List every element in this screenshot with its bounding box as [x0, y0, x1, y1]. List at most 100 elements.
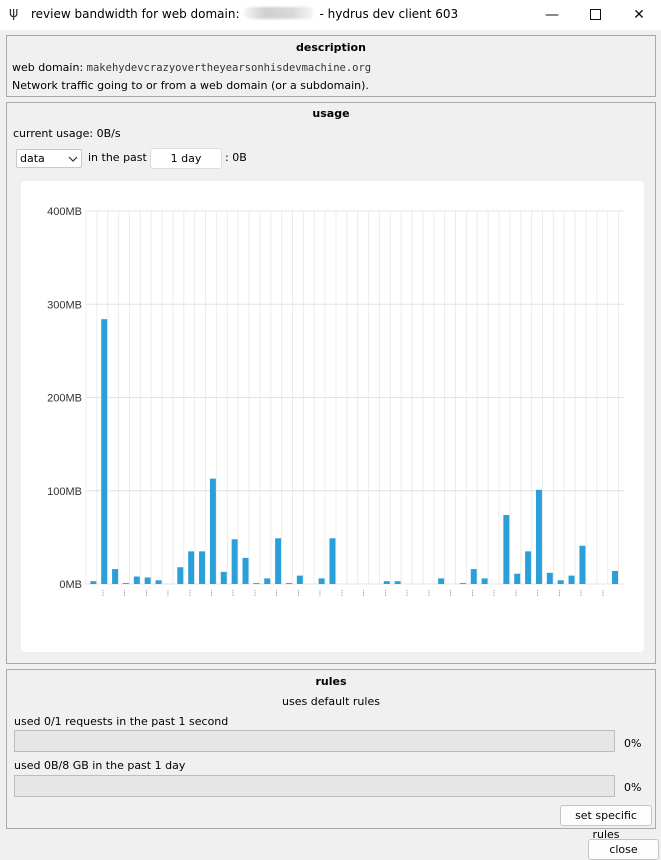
description-title: description: [296, 41, 366, 54]
window-title-prefix: review bandwidth for web domain:: [31, 7, 240, 21]
y-tick-label: 200MB: [47, 393, 82, 405]
usage-panel: usage current usage: 0B/s data in the pa…: [6, 102, 656, 664]
x-tick-label: ...: [100, 590, 109, 597]
app-icon: ψ: [9, 5, 19, 21]
bar: [459, 583, 466, 584]
y-tick-label: 100MB: [47, 486, 82, 498]
bar: [470, 569, 477, 584]
web-domain-label: web domain:: [12, 61, 84, 74]
bar: [394, 581, 401, 584]
bar: [242, 557, 249, 584]
y-tick-label: 400MB: [47, 206, 82, 218]
x-tick-label: ...: [318, 590, 327, 597]
x-tick-label: ...: [448, 590, 457, 597]
bar: [514, 573, 521, 584]
x-tick-label: ...: [557, 590, 566, 597]
x-tick-label: ...: [274, 590, 283, 597]
window-title: review bandwidth for web domain: - hydrus…: [31, 7, 458, 21]
minimize-button[interactable]: —: [545, 7, 559, 23]
usage-type-value: data: [20, 152, 45, 165]
bar: [177, 567, 184, 584]
x-tick-label: ...: [339, 590, 348, 597]
x-tick-label: ...: [600, 590, 609, 597]
x-tick-label: ...: [231, 590, 240, 597]
bar: [568, 575, 575, 584]
bar: [318, 578, 325, 584]
chevron-down-icon: [68, 150, 78, 170]
bar: [220, 571, 227, 584]
usage-title: usage: [312, 107, 350, 120]
set-specific-rules-button[interactable]: set specific rules: [560, 805, 652, 841]
rule-requests-percent: 0%: [624, 737, 642, 750]
x-tick-label: ...: [383, 590, 392, 597]
x-tick-label: ...: [579, 590, 588, 597]
bar: [199, 551, 206, 584]
web-domain-value: makehydevcrazyovertheyearsonhisdevmachin…: [86, 62, 372, 74]
web-domain-line: web domain: makehydevcrazyovertheyearson…: [12, 61, 371, 74]
window-title-suffix: - hydrus dev client 603: [319, 7, 459, 21]
bar: [557, 580, 564, 584]
x-tick-label: ...: [252, 590, 261, 597]
in-the-past-label: in the past: [88, 151, 147, 164]
bar: [144, 577, 151, 584]
y-tick-label: 0MB: [59, 579, 82, 591]
bar: [231, 539, 238, 584]
redacted-domain: [243, 7, 314, 19]
description-note: Network traffic going to or from a web d…: [12, 79, 369, 92]
bar: [101, 319, 108, 584]
usage-type-select[interactable]: data: [16, 149, 82, 168]
x-tick-label: ...: [144, 590, 153, 597]
bar: [503, 514, 510, 584]
x-tick-label: ...: [513, 590, 522, 597]
x-tick-label: ...: [122, 590, 131, 597]
bar: [188, 551, 195, 584]
title-bar: ψ review bandwidth for web domain: - hydr…: [0, 0, 661, 30]
x-tick-label: ...: [166, 590, 175, 597]
bar: [296, 575, 303, 584]
bar: [481, 578, 488, 584]
rule-data-progress: [14, 775, 615, 797]
x-tick-label: ...: [470, 590, 479, 597]
rules-title: rules: [315, 675, 347, 688]
usage-total: : 0B: [225, 151, 247, 164]
time-delta-button[interactable]: 1 day: [150, 148, 222, 169]
rule-requests-label: used 0/1 requests in the past 1 second: [14, 715, 229, 728]
close-button[interactable]: close: [588, 839, 659, 860]
bar: [155, 580, 162, 584]
bar: [133, 576, 140, 584]
maximize-button[interactable]: [572, 0, 618, 30]
bar: [122, 583, 129, 584]
bar: [383, 581, 390, 584]
bar: [275, 538, 282, 584]
bar: [525, 551, 532, 584]
bar: [546, 572, 553, 584]
rule-data-percent: 0%: [624, 781, 642, 794]
close-window-button[interactable]: ✕: [633, 7, 645, 23]
description-panel: description web domain: makehydevcrazyov…: [6, 35, 656, 97]
x-tick-label: ...: [361, 590, 370, 597]
y-tick-label: 300MB: [47, 299, 82, 311]
bar: [329, 538, 336, 584]
x-tick-label: ...: [187, 590, 196, 597]
bar: [285, 583, 292, 584]
current-usage: current usage: 0B/s: [13, 127, 121, 140]
x-tick-label: ...: [296, 590, 305, 597]
bar: [438, 578, 445, 584]
rule-data-label: used 0B/8 GB in the past 1 day: [14, 759, 186, 772]
bar: [612, 570, 619, 584]
x-tick-label: ...: [426, 590, 435, 597]
bandwidth-chart-svg: 0MB 100MB 200MB 300MB 400MB.................…: [47, 206, 624, 597]
maximize-icon: [589, 8, 601, 20]
bandwidth-chart: 0MB 100MB 200MB 300MB 400MB.................…: [21, 181, 644, 652]
rule-requests-progress: [14, 730, 615, 752]
rules-panel: rules uses default rules used 0/1 reques…: [6, 669, 656, 841]
bar: [264, 578, 271, 584]
bar: [253, 583, 260, 584]
x-tick-label: ...: [405, 590, 414, 597]
default-rules-text: uses default rules: [282, 695, 380, 708]
bar: [112, 569, 119, 584]
x-tick-label: ...: [492, 590, 501, 597]
bar: [209, 478, 216, 584]
bar: [535, 489, 542, 584]
bar: [90, 581, 97, 584]
